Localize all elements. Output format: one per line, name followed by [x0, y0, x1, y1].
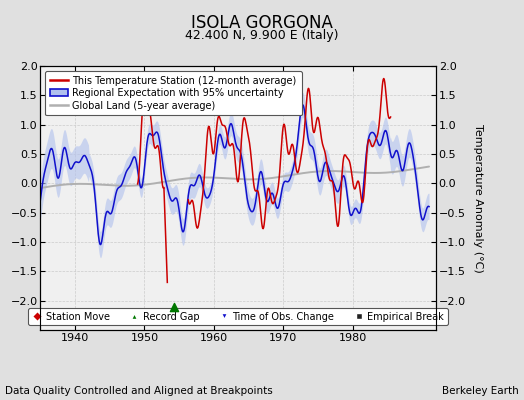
- Point: [170, 303, 179, 310]
- Text: Data Quality Controlled and Aligned at Breakpoints: Data Quality Controlled and Aligned at B…: [5, 386, 273, 396]
- Text: 42.400 N, 9.900 E (Italy): 42.400 N, 9.900 E (Italy): [185, 29, 339, 42]
- Legend: Station Move, Record Gap, Time of Obs. Change, Empirical Break: Station Move, Record Gap, Time of Obs. C…: [28, 308, 448, 326]
- Text: Berkeley Earth: Berkeley Earth: [442, 386, 519, 396]
- Y-axis label: Temperature Anomaly (°C): Temperature Anomaly (°C): [473, 124, 483, 272]
- Text: ISOLA GORGONA: ISOLA GORGONA: [191, 14, 333, 32]
